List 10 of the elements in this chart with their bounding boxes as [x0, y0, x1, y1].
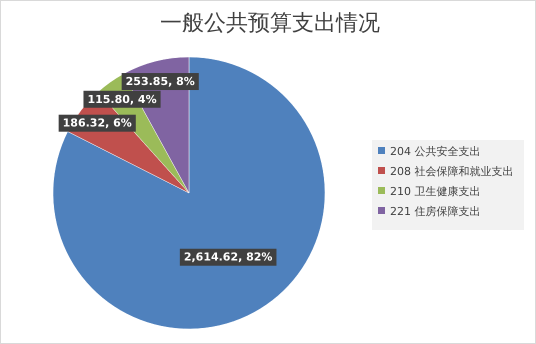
- data-label: 186.32, 6%: [62, 116, 132, 130]
- legend-label: 210 卫生健康支出: [390, 185, 480, 198]
- legend-label: 221 住房保障支出: [390, 205, 480, 218]
- data-label: 115.80, 4%: [87, 92, 157, 106]
- chart-title: 一般公共预算支出情况: [160, 10, 380, 35]
- data-label: 253.85, 8%: [126, 75, 195, 88]
- pie-slice: [52, 56, 326, 330]
- legend-label: 208 社会保障和就业支出: [390, 165, 514, 178]
- data-label: 2,614.62, 82%: [184, 250, 272, 264]
- legend-label: 204 公共安全支出: [390, 145, 480, 158]
